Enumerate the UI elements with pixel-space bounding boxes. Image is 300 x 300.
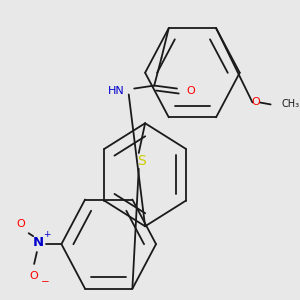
Text: O: O [186, 85, 195, 95]
Text: HN: HN [108, 85, 125, 95]
Text: +: + [43, 230, 51, 239]
Text: N: N [33, 236, 44, 249]
Text: CH₃: CH₃ [282, 99, 300, 110]
Text: −: − [41, 277, 50, 287]
Text: O: O [16, 219, 25, 229]
Text: O: O [30, 271, 38, 281]
Text: O: O [252, 98, 260, 107]
Text: S: S [137, 154, 146, 168]
